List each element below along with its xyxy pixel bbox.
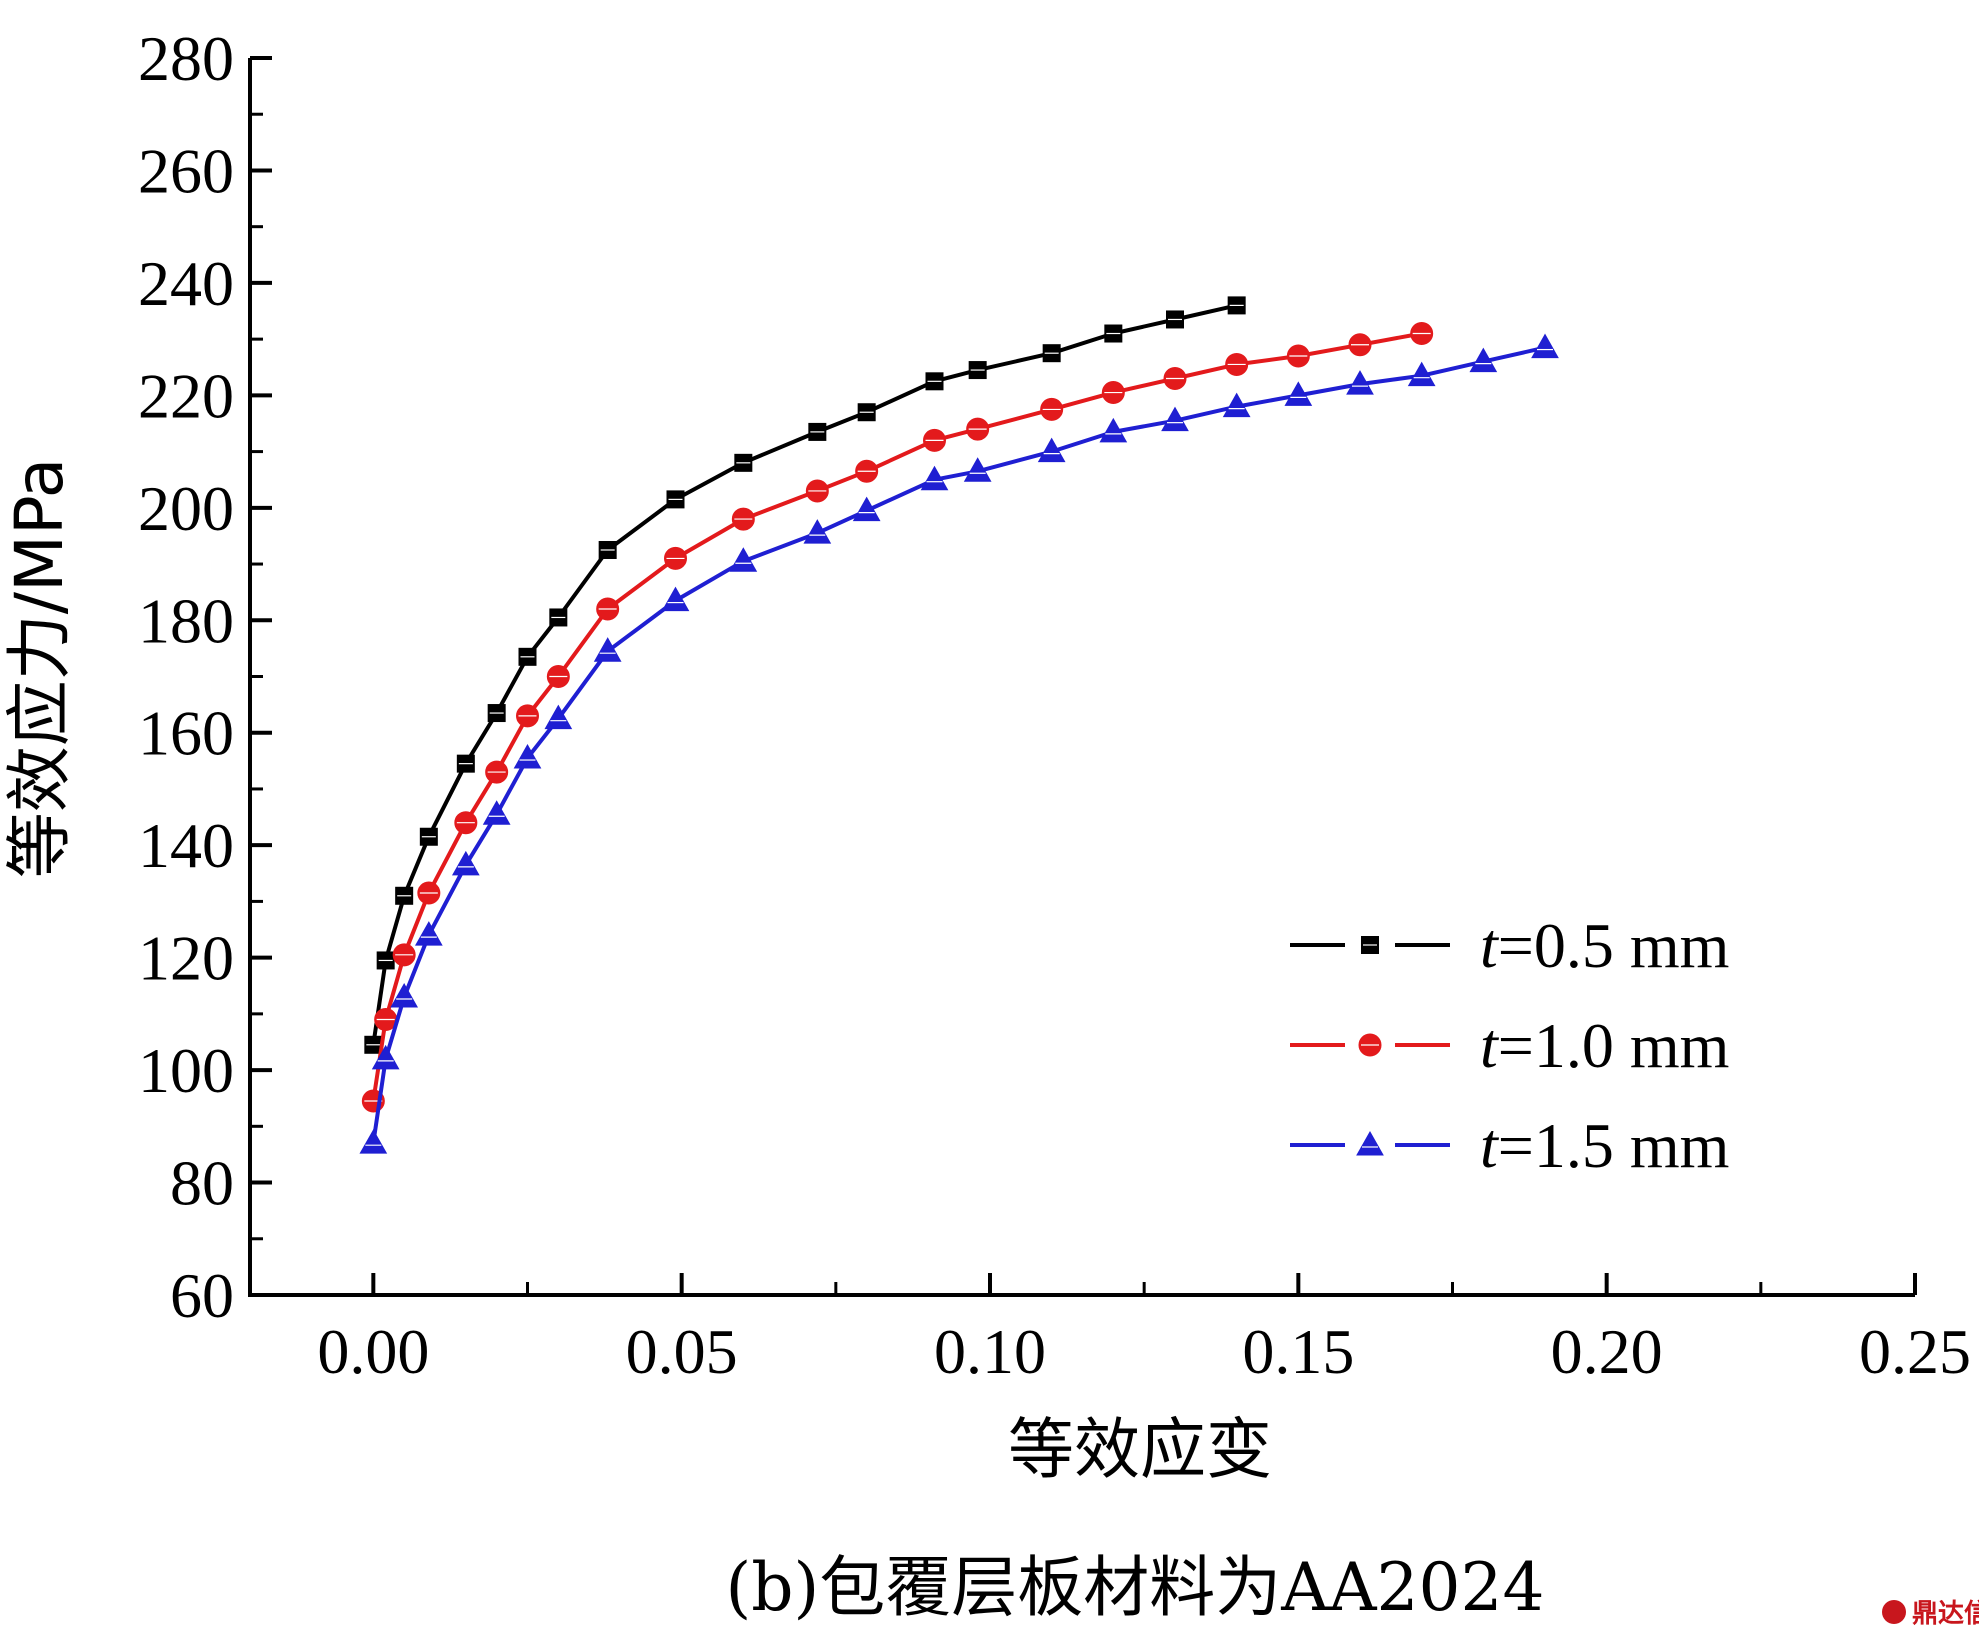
series-triangle — [359, 333, 1559, 1154]
figure-caption: (b)包覆层板材料为AA2024 — [725, 1549, 1544, 1626]
y-axis-ticks: 60 80 100 120 140 160 180 200 220 240 260 280 — [138, 23, 272, 1331]
y-tick-label: 260 — [138, 135, 234, 206]
legend-entry: t=1.0 mm — [1290, 1010, 1729, 1081]
y-tick-label: 180 — [138, 585, 234, 656]
data-point — [451, 850, 480, 876]
legend: t=0.5 mm t=1.0 mm t=1.5 mm — [1290, 910, 1729, 1181]
y-axis-title: 等效应力/MPa — [1, 458, 78, 878]
x-tick-label: 0.00 — [317, 1316, 429, 1387]
watermark-text: 鼎达信 — [1912, 1599, 1979, 1629]
data-point — [1346, 370, 1374, 395]
data-point — [414, 921, 443, 946]
y-tick-label: 240 — [138, 248, 234, 319]
data-point — [371, 1044, 400, 1070]
y-tick-label: 60 — [170, 1260, 234, 1331]
series-layer — [359, 296, 1559, 1154]
y-tick-label: 120 — [138, 923, 234, 994]
x-tick-label: 0.10 — [934, 1316, 1046, 1387]
data-point — [1099, 417, 1128, 443]
legend-label: t=1.0 mm — [1480, 1010, 1729, 1081]
data-point — [359, 1129, 388, 1154]
y-tick-label: 280 — [138, 23, 234, 94]
data-point — [482, 800, 511, 825]
data-point — [1161, 406, 1189, 432]
data-point — [852, 496, 881, 522]
data-point — [390, 982, 419, 1008]
data-point — [729, 547, 758, 572]
data-point — [661, 586, 690, 612]
legend-entry: t=1.5 mm — [1290, 1110, 1729, 1181]
data-point — [1037, 437, 1066, 463]
data-point — [963, 457, 992, 482]
x-axis-ticks: 0.00 0.05 0.10 0.15 0.20 0.25 — [317, 1273, 1971, 1387]
x-tick-label: 0.25 — [1859, 1316, 1971, 1387]
series-circle — [361, 322, 1434, 1113]
x-axis-title: 等效应变 — [1008, 1411, 1272, 1488]
legend-label: t=0.5 mm — [1480, 910, 1729, 981]
x-axis-minor-ticks — [526, 1282, 1763, 1295]
y-tick-label: 200 — [138, 473, 234, 544]
series-square — [364, 296, 1246, 1054]
data-point — [1469, 347, 1498, 373]
data-point — [1407, 361, 1436, 387]
y-tick-label: 140 — [138, 810, 234, 881]
series-line — [371, 331, 1423, 1102]
legend-marker — [1356, 1130, 1384, 1156]
data-point — [513, 744, 542, 769]
y-axis-minor-ticks — [250, 112, 263, 1241]
data-point — [803, 519, 832, 544]
legend-entry: t=0.5 mm — [1290, 910, 1729, 981]
data-point — [544, 704, 573, 730]
x-tick-label: 0.20 — [1551, 1316, 1663, 1387]
y-tick-label: 220 — [138, 360, 234, 431]
y-tick-label: 80 — [170, 1148, 234, 1219]
series-line — [371, 345, 1546, 1144]
data-point — [1222, 392, 1251, 418]
legend-label: t=1.5 mm — [1480, 1110, 1729, 1181]
x-tick-label: 0.05 — [626, 1316, 738, 1387]
data-point — [920, 465, 949, 491]
y-tick-label: 100 — [138, 1035, 234, 1106]
data-point — [1531, 333, 1559, 359]
watermark-icon — [1882, 1600, 1906, 1624]
y-tick-label: 160 — [138, 698, 234, 769]
series-line — [371, 303, 1238, 1046]
data-point — [1284, 381, 1313, 406]
x-tick-label: 0.15 — [1242, 1316, 1354, 1387]
data-point — [593, 637, 622, 662]
watermark-logo: 鼎达信 — [1882, 1599, 1979, 1629]
